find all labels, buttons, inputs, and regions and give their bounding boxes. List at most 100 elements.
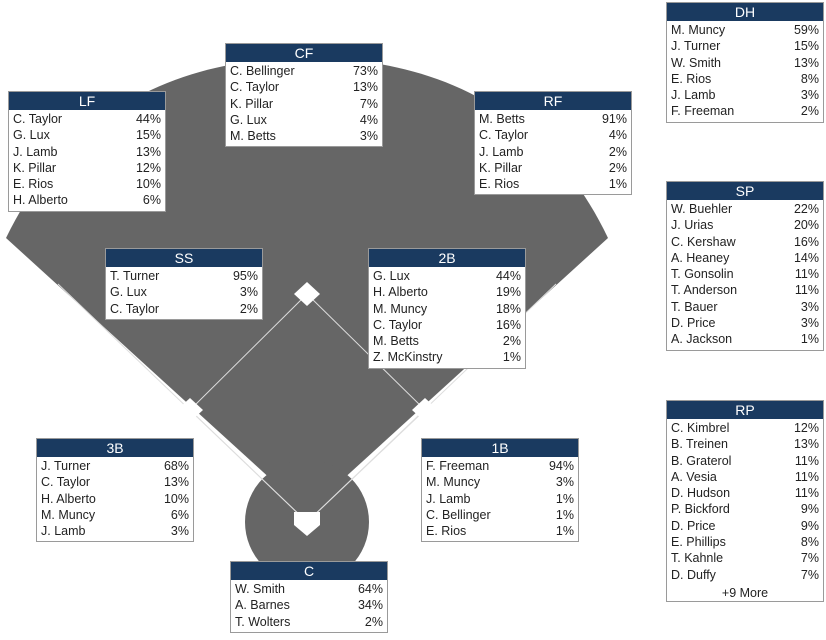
player-row: A. Heaney 14% [671,250,819,266]
player-name: H. Alberto [373,285,428,300]
player-percentage: 2% [502,334,521,349]
more-link[interactable]: +9 More [721,585,769,600]
player-row: M. Muncy 3% [426,474,574,490]
player-row: C. Kershaw 16% [671,234,819,250]
player-name: D. Price [671,316,716,331]
player-percentage: 64% [357,582,383,596]
player-name: H. Alberto [41,491,96,506]
player-name: E. Rios [13,177,54,192]
player-list: M. Muncy 59% J. Turner 15% W. Smith 13% E. Rio… [667,21,823,122]
position-title: SS [106,249,262,267]
player-percentage: 1% [502,350,521,365]
position-title: 2B [369,249,525,267]
position-card-ss: SS T. Turner 95% G. Lux 3% C. Taylor 2% [105,248,263,320]
player-row: M. Betts 3% [230,128,378,144]
player-row: A. Jackson 1% [671,331,819,347]
player-row: C. Taylor 4% [479,127,627,143]
player-name: P. Bickford [671,502,730,517]
player-percentage: 8% [800,535,819,550]
player-list: C. Bellinger 73% C. Taylor 13% K. Pillar 7% G.… [226,62,382,146]
player-row: T. Anderson 11% [671,282,819,298]
player-list: F. Freeman 94% M. Muncy 3% J. Lamb 1% C. Belli… [422,457,578,541]
player-percentage: 13% [163,475,189,490]
player-row: C. Taylor 44% [13,111,161,127]
player-row: M. Muncy 18% [373,301,521,317]
player-percentage: 3% [800,316,819,331]
player-row: M. Betts 91% [479,111,627,127]
player-row: E. Phillips 8% [671,534,819,550]
player-name: G. Lux [373,269,410,283]
player-percentage: 91% [601,112,627,126]
player-row: C. Taylor 13% [41,474,189,490]
player-name: K. Pillar [13,160,57,175]
player-row: P. Bickford 9% [671,501,819,517]
player-percentage: 15% [793,39,819,54]
player-row: A. Barnes 34% [235,597,383,613]
player-percentage: 13% [135,144,161,159]
position-card-c: C W. Smith 64% A. Barnes 34% T. Wolters 2% [230,561,388,633]
player-percentage: 68% [163,459,189,473]
player-row: E. Rios 10% [13,176,161,192]
player-row: C. Taylor 13% [230,79,378,95]
position-card-rf: RF M. Betts 91% C. Taylor 4% J. Lamb 2% K. Pil… [474,91,632,196]
player-row: D. Price 9% [671,518,819,534]
player-percentage: 12% [135,160,161,175]
player-percentage: 94% [548,459,574,473]
position-title: RF [475,92,631,110]
player-row: C. Bellinger 1% [426,507,574,523]
player-name: D. Duffy [671,567,716,582]
player-row: C. Taylor 2% [110,301,258,317]
player-percentage: 22% [793,202,819,216]
player-percentage: 4% [359,112,378,127]
player-percentage: 10% [135,177,161,192]
player-list: C. Taylor 44% G. Lux 15% J. Lamb 13% K. Pillar… [9,110,165,211]
player-percentage: 44% [135,112,161,126]
player-name: J. Lamb [426,491,471,506]
player-percentage: 7% [800,567,819,582]
player-percentage: 7% [359,96,378,111]
player-name: J. Lamb [671,88,716,103]
player-name: M. Betts [373,334,419,349]
player-row: J. Lamb 2% [479,144,627,160]
player-name: H. Alberto [13,193,68,208]
player-name: J. Urias [671,218,714,233]
position-card-lf: LF C. Taylor 44% G. Lux 15% J. Lamb 13% K. Pil… [8,91,166,212]
player-name: F. Freeman [426,459,490,473]
player-percentage: 1% [800,332,819,347]
player-name: T. Wolters [235,614,291,629]
player-list: M. Betts 91% C. Taylor 4% J. Lamb 2% K. Pillar… [475,110,631,194]
player-row: M. Muncy 6% [41,507,189,523]
position-title: CF [226,44,382,62]
player-percentage: 2% [800,104,819,119]
player-percentage: 13% [793,55,819,70]
player-name: K. Pillar [479,160,523,175]
player-name: M. Betts [230,129,276,144]
player-row: G. Lux 4% [230,112,378,128]
player-percentage: 2% [239,301,258,316]
player-percentage: 11% [794,283,819,298]
player-row: G. Lux 15% [13,127,161,143]
player-row: W. Buehler 22% [671,201,819,217]
player-name: M. Muncy [373,301,428,316]
player-name: F. Freeman [671,104,735,119]
player-percentage: 11% [794,267,819,282]
player-row: J. Lamb 3% [41,523,189,539]
player-name: C. Taylor [41,475,91,490]
player-row: F. Freeman 2% [671,103,819,119]
player-name: G. Lux [13,128,50,143]
player-row: Z. McKinstry 1% [373,349,521,365]
player-row: M. Muncy 59% [671,22,819,38]
player-percentage: 3% [359,129,378,144]
player-name: D. Price [671,518,716,533]
player-name: J. Turner [671,39,721,54]
player-name: A. Jackson [671,332,733,347]
position-card-1b: 1B F. Freeman 94% M. Muncy 3% J. Lamb 1% C. Be… [421,438,579,543]
player-percentage: 20% [793,218,819,233]
player-percentage: 4% [608,128,627,143]
player-name: J. Lamb [41,524,86,539]
player-name: C. Taylor [373,317,423,332]
player-percentage: 19% [495,285,521,300]
position-card-dh: DH M. Muncy 59% J. Turner 15% W. Smith 13% E. … [666,2,824,123]
position-card-rp: RP C. Kimbrel 12% B. Treinen 13% B. Graterol… [666,400,824,603]
player-percentage: 2% [608,160,627,175]
